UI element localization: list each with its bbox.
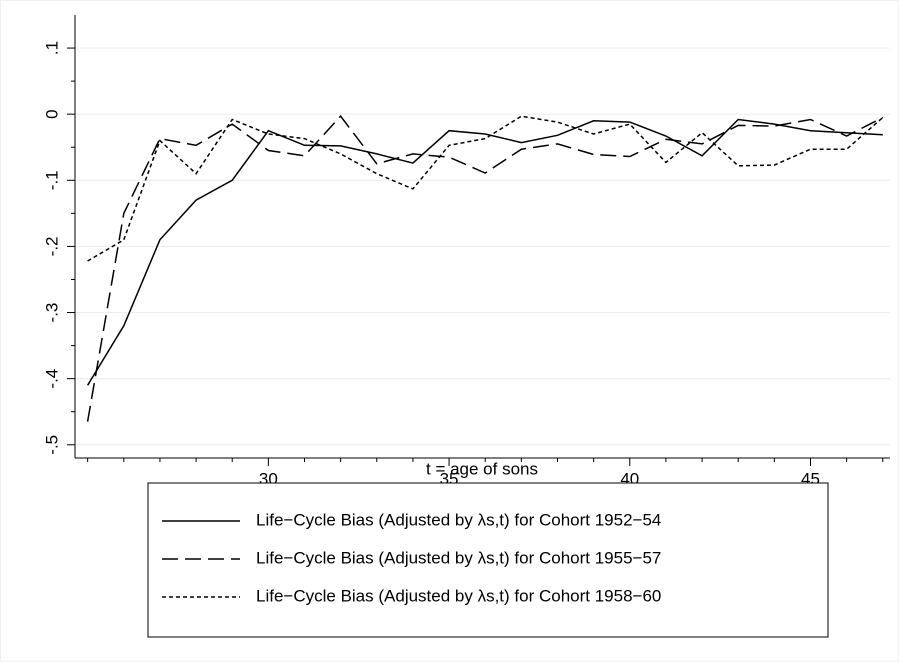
y-tick-label: -.4 [42, 369, 61, 389]
legend-label: Life−Cycle Bias (Adjusted by λs,t) for C… [256, 548, 661, 567]
y-tick-label: .1 [42, 41, 61, 55]
legend-label: Life−Cycle Bias (Adjusted by λs,t) for C… [256, 586, 661, 605]
series-line [87, 115, 884, 262]
legend-label: Life−Cycle Bias (Adjusted by λs,t) for C… [256, 510, 661, 529]
series-line [86, 115, 884, 422]
series-line [86, 118, 883, 386]
y-tick-label: -.2 [42, 236, 61, 256]
legend-box [147, 482, 829, 638]
y-tick-label: -.5 [42, 435, 61, 455]
y-tick-label: -.1 [42, 170, 61, 190]
x-axis-label: t = age of sons [426, 459, 538, 478]
y-tick-label: 0 [42, 109, 61, 118]
y-tick-label: -.3 [42, 303, 61, 323]
